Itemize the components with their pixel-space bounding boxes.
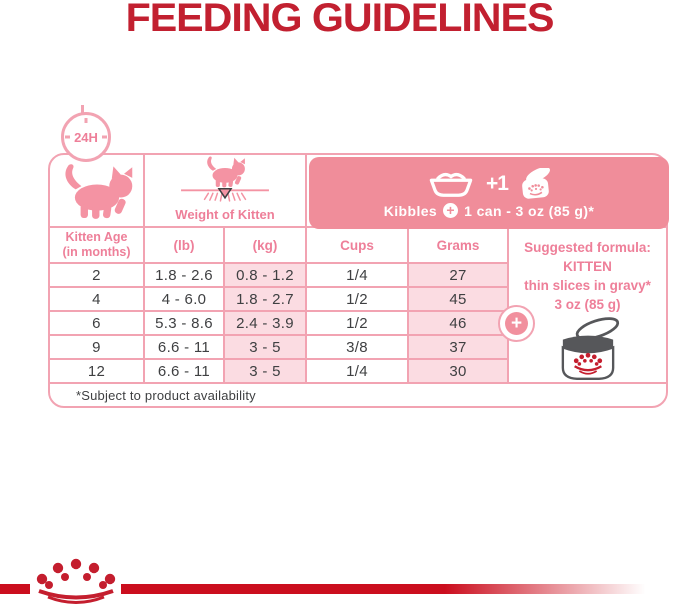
- table-row-age: 6: [50, 312, 145, 336]
- table-row-lb: 6.6 - 11: [145, 360, 225, 384]
- cups-column-header: Cups: [307, 228, 409, 264]
- table-row-kg: 0.8 - 1.2: [225, 264, 307, 288]
- wet-can-icon: [522, 167, 550, 199]
- table-row-age: 12: [50, 360, 145, 384]
- table-row-grams: 37: [409, 336, 509, 360]
- crown-on-can: [573, 352, 602, 366]
- plus-badge: +: [498, 305, 535, 342]
- royal-canin-crown-logo: [36, 558, 116, 604]
- table-row-age: 4: [50, 288, 145, 312]
- age-header-line1: Kitten Age: [65, 230, 128, 244]
- table-row-kg: 3 - 5: [225, 360, 307, 384]
- table-row-lb: 6.6 - 11: [145, 336, 225, 360]
- food-bowl-icon: [429, 172, 473, 197]
- clock-tick: [84, 118, 88, 123]
- suggested-line2: KITTEN: [563, 259, 612, 274]
- plus-badge-icon: +: [505, 312, 528, 335]
- can-amount-label: 1 can - 3 oz (85 g)*: [464, 202, 595, 219]
- lb-column-header: (lb): [145, 228, 225, 264]
- table-row-cups: 1/4: [307, 360, 409, 384]
- clock-stem: [81, 105, 84, 113]
- table-row-lb: 1.8 - 2.6: [145, 264, 225, 288]
- table-row-grams: 45: [409, 288, 509, 312]
- table-row-cups: 1/2: [307, 288, 409, 312]
- table-row-age: 9: [50, 336, 145, 360]
- suggested-line3: thin slices in gravy*: [524, 278, 651, 293]
- weight-scale-icon: [181, 188, 269, 202]
- table-row-grams: 30: [409, 360, 509, 384]
- table-row-lb: 4 - 6.0: [145, 288, 225, 312]
- kg-column-header: (kg): [225, 228, 307, 264]
- suggested-formula-panel: Suggested formula: KITTEN thin slices in…: [509, 228, 666, 384]
- table-row-kg: 2.4 - 3.9: [225, 312, 307, 336]
- kitten-icon-cell: [50, 155, 145, 228]
- table-row-cups: 1/2: [307, 312, 409, 336]
- open-can-icon: [561, 317, 619, 381]
- kitten-on-scale-icon: [207, 156, 245, 188]
- table-row-kg: 3 - 5: [225, 336, 307, 360]
- suggested-line4: 3 oz (85 g): [554, 297, 621, 312]
- age-header-line2: (in months): [62, 245, 131, 259]
- clock-label: 24H: [74, 129, 98, 145]
- kibbles-label: Kibbles: [383, 202, 438, 219]
- page-title: FEEDING GUIDELINES: [125, 0, 555, 40]
- clock-dash: [65, 135, 70, 139]
- plus-circle-icon: +: [443, 203, 459, 218]
- table-row-cups: 1/4: [307, 264, 409, 288]
- suggested-formula-text: Suggested formula: KITTEN thin slices in…: [524, 238, 651, 314]
- kibbles-banner: +1 Kibbles + 1 can - 3 oz (85 g)*: [309, 157, 669, 229]
- clock-dash: [102, 135, 107, 139]
- banner-icons: +1: [425, 167, 553, 200]
- age-column-header: Kitten Age (in months): [50, 228, 145, 264]
- weight-of-kitten-cell: Weight of Kitten: [145, 155, 307, 228]
- table-row-kg: 1.8 - 2.7: [225, 288, 307, 312]
- table-row-age: 2: [50, 264, 145, 288]
- suggested-line1: Suggested formula:: [524, 240, 651, 255]
- feeding-table: Weight of Kitten Kitten Age (in months) …: [48, 153, 669, 408]
- 24h-clock-icon: 24H: [61, 112, 111, 162]
- table-row-cups: 3/8: [307, 336, 409, 360]
- red-band-left: [0, 584, 30, 594]
- kitten-silhouette-icon: [64, 163, 132, 219]
- footnote: *Subject to product availability: [76, 387, 256, 403]
- grams-column-header: Grams: [409, 228, 509, 264]
- table-row-grams: 27: [409, 264, 509, 288]
- feeding-grid: Weight of Kitten Kitten Age (in months) …: [50, 155, 666, 406]
- red-band-right: [121, 584, 679, 594]
- table-row-grams: 46: [409, 312, 509, 336]
- weight-header-label: Weight of Kitten: [175, 207, 275, 222]
- plus-one-label: +1: [486, 171, 509, 195]
- banner-caption: Kibbles + 1 can - 3 oz (85 g)*: [384, 203, 595, 219]
- table-row-lb: 5.3 - 8.6: [145, 312, 225, 336]
